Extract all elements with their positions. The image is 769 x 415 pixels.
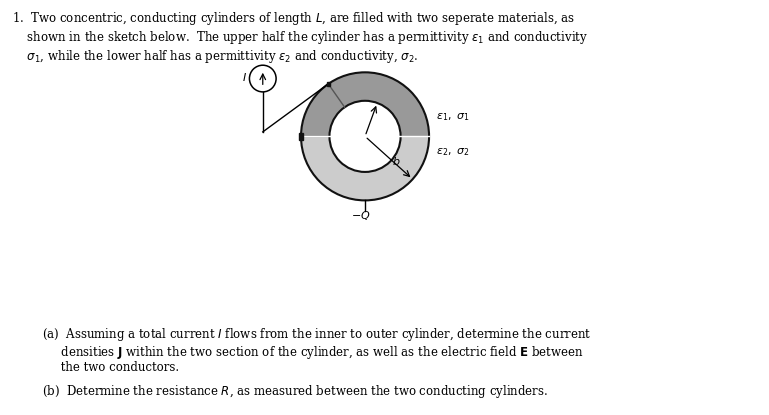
Bar (299, 133, 303, 139)
Text: (b)  Determine the resistance $R$, as measured between the two conducting cylind: (b) Determine the resistance $R$, as mea… (42, 383, 548, 400)
Bar (327, 82, 330, 85)
Text: $b$: $b$ (391, 155, 400, 167)
Circle shape (329, 101, 401, 172)
Text: 1.  Two concentric, conducting cylinders of length $L$, are filled with two sepe: 1. Two concentric, conducting cylinders … (12, 10, 574, 27)
Text: $\varepsilon_1,\ \sigma_1$: $\varepsilon_1,\ \sigma_1$ (436, 111, 470, 123)
Text: $-Q$: $-Q$ (351, 209, 371, 222)
Text: (a)  Assuming a total current $I$ flows from the inner to outer cylinder, determ: (a) Assuming a total current $I$ flows f… (42, 326, 591, 343)
Text: shown in the sketch below.  The upper half the cylinder has a permittivity $\eps: shown in the sketch below. The upper hal… (12, 29, 588, 46)
Text: $\sigma_1$, while the lower half has a permittivity $\epsilon_2$ and conductivit: $\sigma_1$, while the lower half has a p… (12, 48, 418, 65)
Text: $I$: $I$ (241, 71, 247, 83)
Text: the two conductors.: the two conductors. (42, 361, 179, 374)
Wedge shape (301, 72, 429, 137)
Text: $a$: $a$ (371, 107, 379, 117)
Text: densities $\mathbf{J}$ within the two section of the cylinder, as well as the el: densities $\mathbf{J}$ within the two se… (42, 344, 584, 361)
Text: $\varepsilon_2,\ \sigma_2$: $\varepsilon_2,\ \sigma_2$ (436, 146, 470, 158)
Wedge shape (301, 137, 429, 200)
Text: $+Q$: $+Q$ (335, 134, 355, 147)
